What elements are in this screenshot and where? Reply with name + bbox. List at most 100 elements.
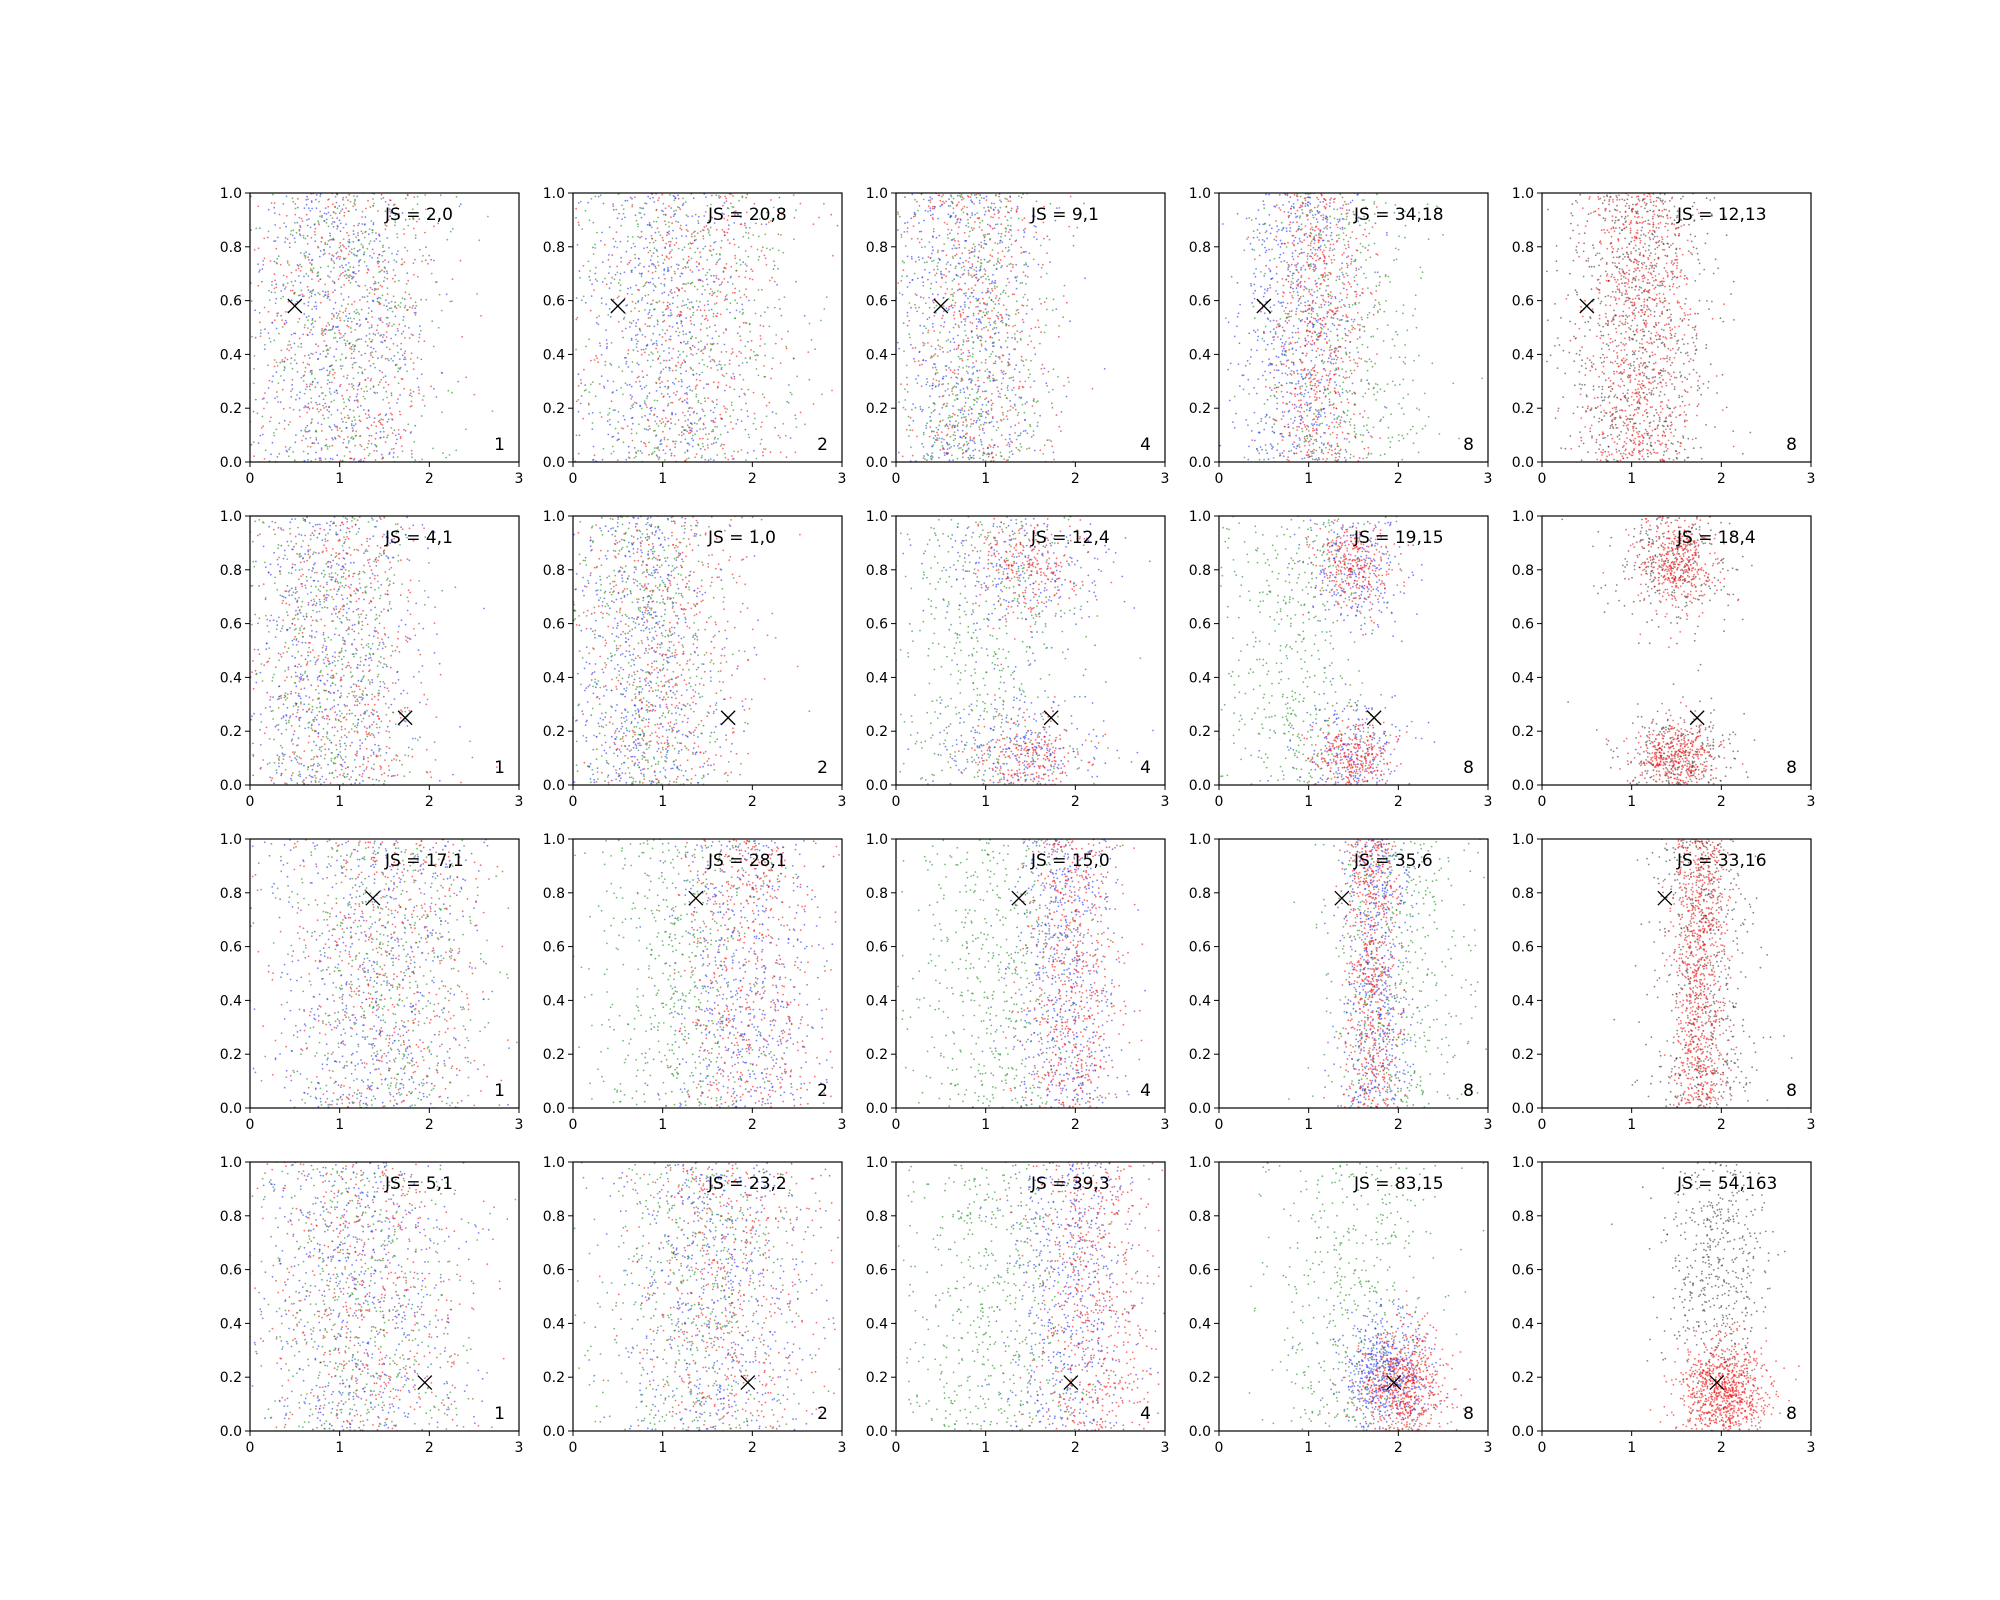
data-point: [627, 349, 630, 352]
data-point: [967, 355, 969, 358]
data-point: [643, 265, 645, 268]
data-point: [733, 243, 736, 246]
data-point: [1020, 355, 1023, 358]
data-point: [684, 361, 687, 363]
data-point: [933, 441, 936, 444]
y-tick-label: 0.2: [866, 401, 888, 417]
data-point: [1004, 372, 1007, 375]
data-point: [949, 216, 952, 219]
data-point: [654, 231, 657, 234]
data-point: [713, 360, 716, 363]
data-point: [393, 259, 396, 261]
data-point: [612, 380, 615, 383]
data-point: [692, 439, 695, 442]
data-point: [640, 353, 643, 356]
data-point: [751, 278, 754, 281]
data-point: [980, 244, 983, 247]
data-point: [962, 421, 965, 424]
data-point: [1001, 319, 1003, 322]
data-point: [331, 444, 334, 447]
data-point: [343, 245, 345, 248]
data-point: [279, 401, 282, 404]
data-point: [747, 415, 749, 418]
data-point: [918, 351, 921, 354]
data-point: [621, 370, 624, 372]
data-point: [1022, 229, 1025, 232]
data-point: [745, 226, 747, 229]
data-point: [337, 255, 340, 258]
data-point: [1002, 291, 1004, 294]
data-point: [638, 380, 641, 383]
data-point: [391, 325, 393, 327]
data-point: [1015, 309, 1018, 312]
data-point: [1067, 376, 1069, 379]
data-point: [808, 378, 811, 381]
data-point: [980, 310, 982, 312]
data-point: [620, 261, 622, 263]
data-point: [382, 376, 385, 379]
data-point: [338, 258, 341, 260]
data-point: [1062, 295, 1065, 297]
data-point: [383, 250, 386, 253]
data-point: [349, 396, 351, 398]
data-point: [705, 225, 708, 227]
data-point: [668, 225, 670, 228]
data-point: [666, 270, 669, 273]
data-point: [957, 373, 960, 375]
data-point: [638, 272, 641, 275]
data-point: [932, 218, 935, 221]
data-point: [350, 437, 352, 439]
data-point: [1040, 302, 1042, 305]
data-point: [608, 412, 611, 414]
data-point: [912, 215, 915, 218]
data-point: [325, 213, 328, 215]
data-point: [942, 200, 944, 203]
data-point: [1022, 296, 1025, 299]
data-point: [384, 224, 387, 226]
data-point: [644, 323, 647, 325]
data-point: [352, 240, 355, 243]
data-point: [670, 454, 673, 457]
data-point: [1007, 363, 1010, 366]
data-point: [749, 356, 752, 359]
data-point: [1012, 379, 1015, 382]
data-point: [669, 448, 671, 451]
data-point: [310, 323, 313, 326]
data-point: [712, 248, 715, 251]
data-point: [1021, 330, 1023, 333]
data-point: [927, 199, 930, 202]
data-point: [897, 213, 900, 216]
data-point: [736, 302, 739, 305]
data-point: [284, 357, 287, 359]
data-point: [1005, 313, 1008, 316]
data-point: [913, 211, 916, 214]
data-point: [386, 420, 389, 423]
data-point: [288, 448, 291, 451]
data-point: [307, 354, 310, 356]
data-point: [359, 323, 362, 326]
data-point: [1007, 441, 1010, 444]
data-point: [704, 245, 707, 248]
data-point: [364, 284, 367, 287]
data-point: [269, 420, 271, 423]
data-point: [744, 224, 746, 227]
data-point: [920, 230, 923, 233]
data-point: [1280, 390, 1283, 393]
data-point: [769, 279, 771, 282]
data-point: [1072, 244, 1075, 247]
data-point: [1005, 323, 1008, 326]
data-point: [980, 258, 982, 261]
data-point: [712, 428, 714, 431]
data-point: [690, 429, 692, 432]
data-point: [1004, 197, 1007, 200]
data-point: [342, 375, 345, 378]
data-point: [972, 362, 974, 364]
data-point: [716, 290, 719, 292]
data-point: [655, 390, 658, 392]
data-point: [832, 254, 834, 257]
data-point: [662, 213, 665, 216]
data-point: [585, 389, 587, 391]
data-point: [968, 249, 970, 252]
data-point: [284, 311, 287, 313]
data-point: [397, 279, 400, 282]
